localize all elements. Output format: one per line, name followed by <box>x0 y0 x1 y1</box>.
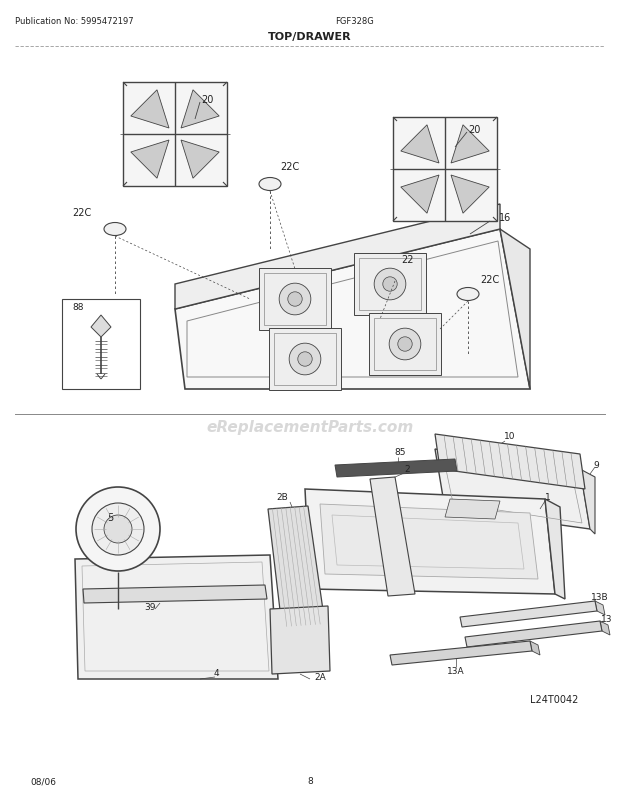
Polygon shape <box>75 555 278 679</box>
Polygon shape <box>435 449 590 529</box>
Text: 2: 2 <box>404 465 410 474</box>
Polygon shape <box>451 126 489 164</box>
Text: 16: 16 <box>499 213 511 223</box>
Polygon shape <box>123 83 227 187</box>
Polygon shape <box>401 176 439 214</box>
Text: 13: 13 <box>601 615 613 624</box>
Polygon shape <box>370 477 415 596</box>
Circle shape <box>279 284 311 315</box>
Text: 88: 88 <box>72 303 84 312</box>
Polygon shape <box>131 91 169 129</box>
Text: 4: 4 <box>213 669 219 678</box>
Text: 85: 85 <box>394 448 405 457</box>
Polygon shape <box>460 602 597 627</box>
Polygon shape <box>305 489 555 594</box>
Polygon shape <box>62 300 140 390</box>
Polygon shape <box>600 622 610 635</box>
Circle shape <box>288 293 302 307</box>
Circle shape <box>289 344 321 375</box>
Polygon shape <box>369 314 441 375</box>
Circle shape <box>76 488 160 571</box>
Polygon shape <box>335 460 457 477</box>
Polygon shape <box>131 141 169 179</box>
Text: L24T0042: L24T0042 <box>530 695 578 704</box>
Polygon shape <box>530 642 540 655</box>
Polygon shape <box>580 469 595 534</box>
Polygon shape <box>354 253 426 316</box>
Circle shape <box>389 329 421 360</box>
Text: 22C: 22C <box>280 162 299 172</box>
Polygon shape <box>465 622 602 647</box>
Text: TOP/DRAWER: TOP/DRAWER <box>268 32 352 42</box>
Text: 2B: 2B <box>276 493 288 502</box>
Ellipse shape <box>259 178 281 191</box>
Polygon shape <box>270 606 330 674</box>
Circle shape <box>398 338 412 352</box>
Polygon shape <box>181 91 219 129</box>
Polygon shape <box>269 329 341 391</box>
Circle shape <box>383 277 397 292</box>
Polygon shape <box>390 642 532 665</box>
Text: 22C: 22C <box>480 274 500 285</box>
Text: 39: 39 <box>144 603 156 612</box>
Text: 22: 22 <box>402 255 414 265</box>
Polygon shape <box>393 118 497 221</box>
Text: 1: 1 <box>545 493 551 502</box>
Text: 22C: 22C <box>73 208 92 217</box>
Circle shape <box>104 516 132 543</box>
Text: 20: 20 <box>201 95 213 105</box>
Polygon shape <box>500 229 530 390</box>
Polygon shape <box>268 506 325 627</box>
Polygon shape <box>435 435 585 489</box>
Text: 9: 9 <box>593 461 599 470</box>
Polygon shape <box>91 316 111 338</box>
Text: 2A: 2A <box>314 673 326 682</box>
Polygon shape <box>181 141 219 179</box>
Text: 5: 5 <box>107 512 113 522</box>
Ellipse shape <box>457 288 479 301</box>
Circle shape <box>374 269 406 301</box>
Text: 08/06: 08/06 <box>30 776 56 785</box>
Text: Publication No: 5995472197: Publication No: 5995472197 <box>15 18 134 26</box>
Polygon shape <box>259 269 331 330</box>
Polygon shape <box>175 205 500 310</box>
Text: 10: 10 <box>504 432 516 441</box>
Circle shape <box>298 352 312 367</box>
Circle shape <box>92 504 144 555</box>
Text: eReplacementParts.com: eReplacementParts.com <box>206 419 414 435</box>
Polygon shape <box>595 602 605 615</box>
Text: 20: 20 <box>468 125 480 135</box>
Polygon shape <box>401 126 439 164</box>
Polygon shape <box>320 504 538 579</box>
Polygon shape <box>451 176 489 214</box>
Polygon shape <box>175 229 530 390</box>
Text: 13B: 13B <box>591 593 609 602</box>
Polygon shape <box>83 585 267 603</box>
Text: FGF328G: FGF328G <box>335 18 374 26</box>
Polygon shape <box>545 500 565 599</box>
Text: 8: 8 <box>307 776 313 785</box>
Ellipse shape <box>104 223 126 237</box>
Ellipse shape <box>384 268 406 282</box>
Text: 13A: 13A <box>447 666 465 675</box>
Polygon shape <box>445 500 500 520</box>
